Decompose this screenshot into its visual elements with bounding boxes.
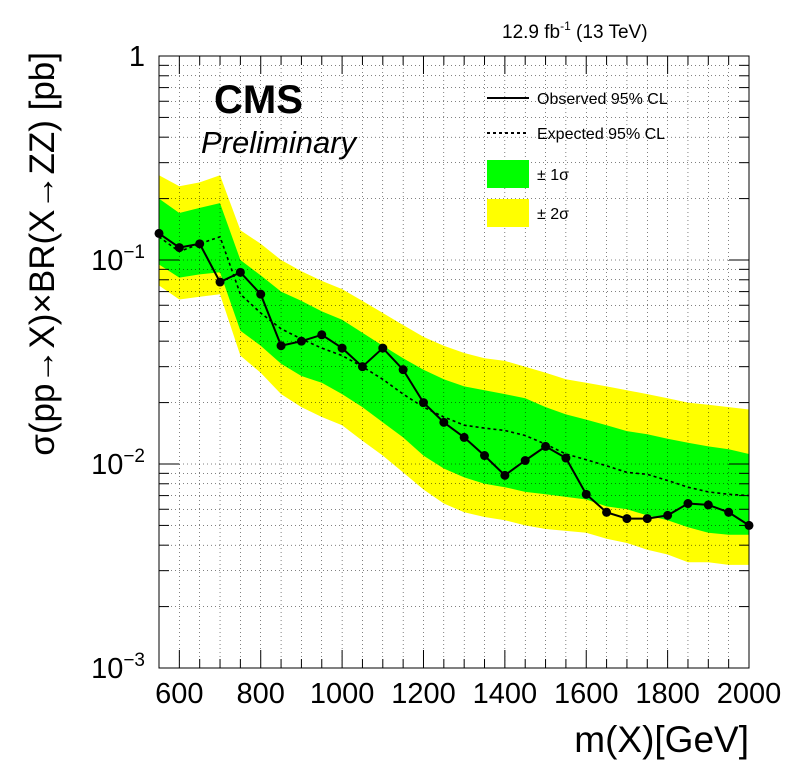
observed-point	[296, 336, 306, 346]
observed-point	[357, 362, 367, 372]
legend-two-sigma-label: ± 2σ	[537, 206, 569, 223]
lumi-label: 12.9 fb-1 (13 TeV)	[502, 19, 648, 43]
y-tick-label: 10−3	[91, 650, 145, 685]
y-tick-label: 10−1	[91, 242, 145, 277]
observed-point	[642, 514, 652, 524]
observed-point	[195, 239, 205, 249]
legend-expected-label: Expected 95% CL	[537, 126, 665, 143]
legend-one-sigma-label: ± 1σ	[537, 167, 569, 184]
x-axis-title: m(X)[GeV]	[574, 719, 749, 760]
observed-point	[235, 267, 245, 277]
legend-two-sigma-swatch	[487, 199, 529, 227]
observed-point	[703, 500, 713, 510]
observed-point	[174, 243, 184, 253]
observed-point	[418, 398, 428, 408]
one-sigma-band	[159, 198, 749, 535]
observed-point	[215, 277, 225, 287]
y-axis-title: σ(pp→X)×BR(X→ZZ) [pb]	[23, 52, 62, 456]
observed-point	[561, 453, 571, 463]
bands-layer	[159, 175, 749, 565]
observed-point	[378, 343, 388, 353]
x-tick-label: 600	[155, 678, 203, 710]
observed-point	[520, 456, 530, 466]
observed-point	[439, 417, 449, 427]
observed-point	[541, 441, 551, 451]
y-tick-label: 10−2	[91, 446, 145, 481]
observed-point	[276, 341, 286, 351]
observed-point	[500, 470, 510, 480]
lines-layer	[154, 228, 754, 530]
observed-point	[622, 514, 632, 524]
preliminary-label: Preliminary	[201, 125, 359, 160]
x-tick-label: 1000	[310, 678, 375, 710]
observed-point	[581, 489, 591, 499]
observed-point	[317, 330, 327, 340]
observed-point	[724, 507, 734, 517]
ticks-layer	[159, 56, 749, 668]
legend-observed-label: Observed 95% CL	[537, 91, 668, 108]
observed-point	[398, 365, 408, 375]
tick-labels-layer: 600 800 1000 1200 1400 1600 1800 2000 1 10−1 10−2 1…	[91, 41, 781, 710]
plot-frame	[158, 55, 750, 669]
legend-one-sigma-swatch	[487, 160, 529, 188]
observed-point	[663, 510, 673, 520]
observed-point	[256, 289, 266, 299]
observed-point	[480, 451, 490, 461]
x-tick-label: 1800	[635, 678, 700, 710]
observed-point	[683, 499, 693, 509]
x-tick-label: 1600	[554, 678, 619, 710]
legend: Observed 95% CL Expected 95% CL ± 1σ ± 2…	[487, 91, 668, 227]
observed-point	[337, 343, 347, 353]
x-tick-label: 800	[237, 678, 285, 710]
x-tick-label: 2000	[717, 678, 782, 710]
x-tick-label: 1200	[391, 678, 456, 710]
observed-point	[602, 507, 612, 517]
x-tick-label: 1400	[473, 678, 538, 710]
observed-point	[459, 432, 469, 442]
y-tick-label: 1	[129, 41, 145, 73]
expected-limit-line	[158, 235, 750, 497]
cms-label: CMS	[214, 78, 303, 122]
